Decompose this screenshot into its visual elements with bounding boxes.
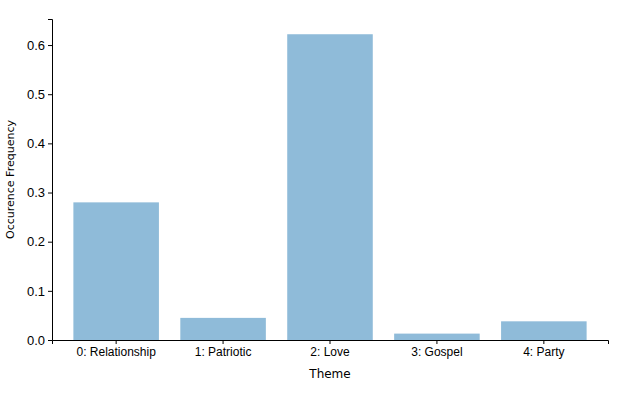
y-tick-mark [48, 291, 52, 292]
x-tick-mark [543, 340, 544, 344]
y-axis-title: Occurence Frequency [4, 120, 17, 239]
y-tick-mark [48, 340, 52, 341]
y-tick-label: 0.4 [27, 136, 45, 151]
y-tick: 0.4 [27, 136, 52, 151]
bar [73, 202, 159, 340]
y-axis-line [48, 20, 53, 341]
x-tick: 3: Gospel [411, 340, 462, 359]
x-tick-label: 2: Love [310, 345, 350, 359]
x-tick-mark [116, 340, 117, 344]
bar [287, 34, 373, 340]
y-tick-label: 0.6 [27, 38, 45, 53]
x-tick-mark [330, 340, 331, 344]
y-tick-mark [48, 242, 52, 243]
y-tick: 0.1 [27, 284, 52, 299]
x-tick-label: 1: Patriotic [195, 345, 252, 359]
y-tick-label: 0.2 [27, 234, 45, 249]
y-tick: 0.5 [27, 87, 52, 102]
x-tick-label: 4: Party [523, 345, 564, 359]
y-tick-mark [48, 45, 52, 46]
x-tick: 1: Patriotic [195, 340, 252, 359]
y-tick-label: 0.3 [27, 185, 45, 200]
plot-area: 0.0 0.1 0.2 0.3 0.4 0.5 0.6 0: Relationship 1: P… [27, 20, 609, 359]
x-tick: 4: Party [523, 340, 564, 359]
bar [180, 318, 266, 340]
y-tick-mark [48, 193, 52, 194]
bars [73, 34, 586, 340]
x-axis-line [53, 341, 609, 345]
y-tick: 0.0 [27, 333, 52, 348]
y-tick-label: 0.0 [27, 333, 45, 348]
y-tick-label: 0.1 [27, 284, 45, 299]
chart: 0.0 0.1 0.2 0.3 0.4 0.5 0.6 0: Relationship 1: P… [0, 0, 640, 409]
y-tick-mark [48, 94, 52, 95]
x-axis: 0: Relationship 1: Patriotic 2: Love 3: Gos… [53, 340, 609, 359]
y-tick-label: 0.5 [27, 87, 45, 102]
y-tick: 0.2 [27, 234, 52, 249]
bar [394, 334, 480, 340]
y-axis: 0.0 0.1 0.2 0.3 0.4 0.5 0.6 [27, 20, 53, 348]
x-axis-title: Theme [308, 367, 350, 381]
x-tick-mark [436, 340, 437, 344]
x-tick-label: 3: Gospel [411, 345, 462, 359]
y-tick: 0.3 [27, 185, 52, 200]
y-tick: 0.6 [27, 38, 52, 53]
x-tick: 0: Relationship [76, 340, 156, 359]
x-tick-mark [223, 340, 224, 344]
x-tick: 2: Love [310, 340, 350, 359]
bar [501, 321, 587, 340]
y-tick-mark [48, 143, 52, 144]
x-tick-label: 0: Relationship [76, 345, 156, 359]
